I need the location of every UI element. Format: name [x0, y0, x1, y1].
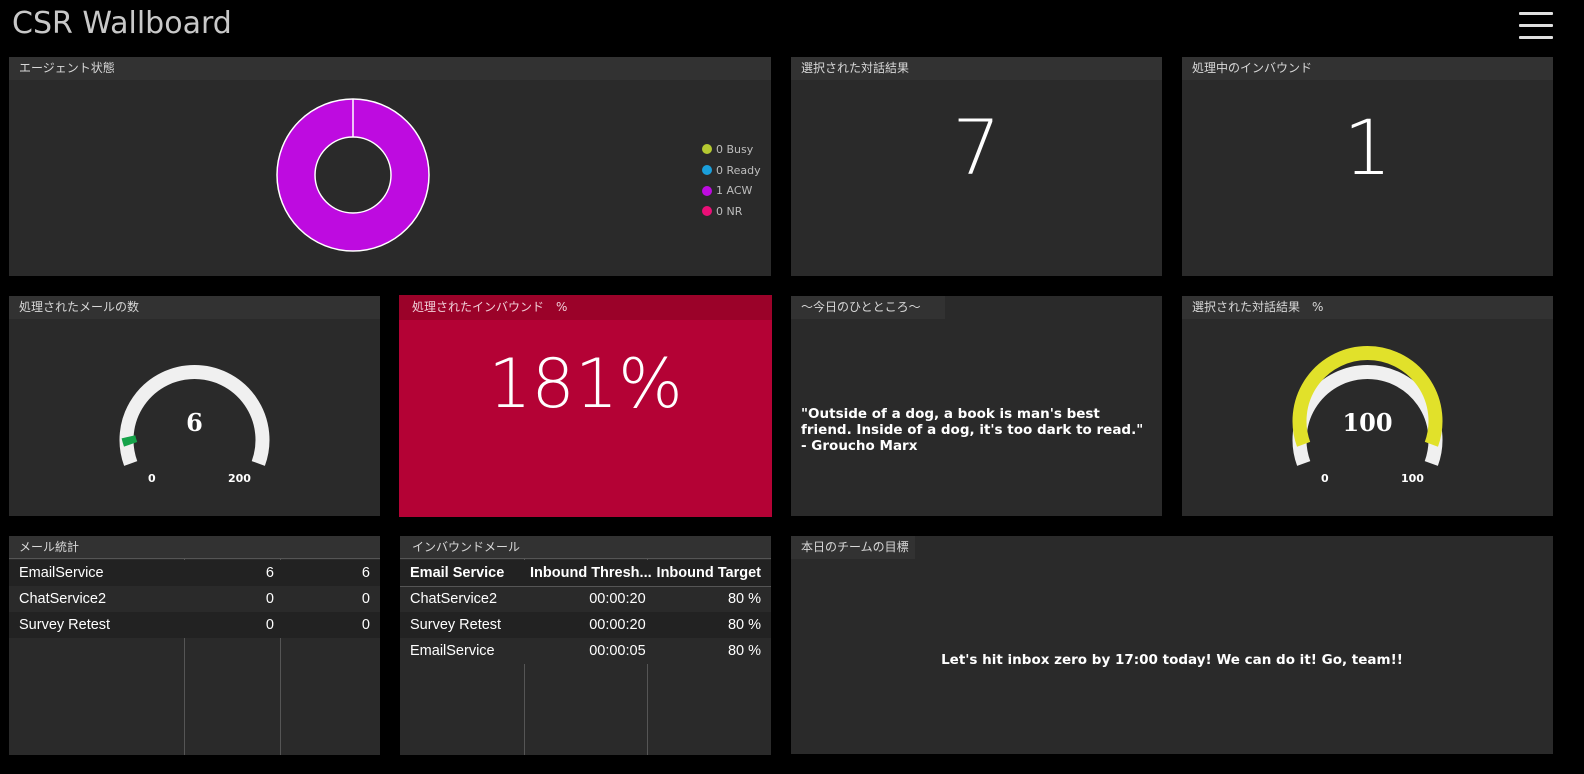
- table-cell: 0: [265, 591, 274, 607]
- tile-title: 〜今日のひとところ〜: [791, 296, 945, 319]
- gauge-value: 6: [186, 408, 203, 437]
- table-cell: 00:00:20: [589, 617, 646, 633]
- table-cell: 00:00:20: [589, 591, 646, 608]
- gauge-value: 100: [1342, 408, 1393, 437]
- gauge-max-label: 100: [1401, 472, 1424, 485]
- agent-status-legend: 0 Busy 0 Ready 1 ACW 0 NR: [702, 139, 761, 222]
- column-header[interactable]: Inbound Thresh...: [530, 564, 652, 581]
- selected-results-pct-gauge: [1292, 346, 1443, 466]
- agent-status-donut-chart: [276, 98, 430, 252]
- legend-label: 1 ACW: [716, 184, 753, 198]
- table-row[interactable]: Survey Retest 0 0: [9, 612, 380, 638]
- table-row[interactable]: ChatService2 00:00:20 80 %: [400, 586, 771, 612]
- column-header[interactable]: Email Service: [410, 564, 505, 581]
- table-cell: 00:00:05: [589, 643, 646, 659]
- table-cell: EmailService: [19, 565, 104, 581]
- tile-title: 選択された対話結果 %: [1182, 296, 1553, 319]
- gauge-fill: [121, 435, 138, 447]
- tile-title: エージェント状態: [9, 57, 771, 80]
- table-cell: 0: [361, 591, 370, 607]
- tile-title: 処理されたメールの数: [9, 296, 380, 319]
- tile-title: 処理中のインバウンド: [1182, 57, 1553, 80]
- tile-title: 処理されたインバウンド %: [399, 295, 772, 320]
- table-cell: ChatService2: [19, 591, 107, 607]
- table-cell: ChatService2: [410, 591, 498, 608]
- inbound-mail-table: Email Service Inbound Thresh... Inbound …: [400, 560, 771, 664]
- legend-label: 0 NR: [716, 204, 743, 218]
- table-cell: 0: [361, 617, 370, 633]
- column-divider: [647, 559, 648, 755]
- table-row[interactable]: EmailService 00:00:05 80 %: [400, 638, 771, 664]
- legend-label: 0 Ready: [716, 163, 761, 177]
- gauge-track: [119, 365, 270, 466]
- column-header[interactable]: Inbound Target: [656, 564, 761, 581]
- table-cell: Survey Retest: [410, 617, 502, 633]
- column-divider: [524, 559, 525, 755]
- tile-title: 本日のチームの目標: [791, 536, 915, 559]
- selected-results-tile: 選択された対話結果 7: [791, 57, 1162, 276]
- agent-status-tile: エージェント状態: [9, 57, 771, 276]
- mail-stats-table: EmailService 6 6 ChatService2 0 0 Survey Retes…: [9, 560, 380, 638]
- inbound-processed-pct-tile: 処理されたインバウンド % 181%: [399, 295, 772, 517]
- gauge-min-label: 0: [1321, 472, 1329, 485]
- table-row[interactable]: Survey Retest 00:00:20 80 %: [400, 612, 771, 638]
- gauge-fill: [1292, 346, 1443, 447]
- table-cell: 80 %: [727, 591, 761, 608]
- gauge-max-label: 200: [228, 472, 251, 485]
- emails-processed-gauge: [119, 365, 270, 466]
- legend-item-ready[interactable]: 0 Ready: [702, 160, 761, 181]
- donut-inner-border: [314, 136, 392, 214]
- emails-processed-tile: 処理されたメールの数 6 0 200: [9, 296, 380, 516]
- table-cell: EmailService: [410, 643, 495, 659]
- tile-title: メール統計: [9, 536, 380, 559]
- mail-stats-tile: メール統計 EmailService 6 6 ChatService2 0 0 Survey…: [9, 536, 380, 755]
- hamburger-menu-icon[interactable]: [1519, 12, 1553, 40]
- column-divider: [280, 559, 281, 755]
- tile-title: インバウンドメール: [400, 536, 771, 559]
- table-row[interactable]: EmailService 6 6: [9, 560, 380, 586]
- legend-dot: [702, 206, 712, 217]
- column-divider: [184, 559, 185, 755]
- legend-dot: [702, 185, 712, 196]
- legend-label: 0 Busy: [716, 142, 754, 156]
- table-cell: 6: [265, 565, 274, 581]
- legend-item-nr[interactable]: 0 NR: [702, 201, 761, 222]
- team-goal-tile: 本日のチームの目標 Let's hit inbox zero by 17:00 …: [791, 536, 1553, 754]
- table-cell: 0: [265, 617, 274, 633]
- team-goal-text: Let's hit inbox zero by 17:00 today! We …: [941, 652, 1403, 668]
- app-title: CSR Wallboard: [12, 6, 232, 41]
- table-cell: Survey Retest: [19, 617, 111, 633]
- selected-results-value: 7: [952, 103, 1001, 192]
- legend-dot: [702, 165, 712, 176]
- table-cell: 80 %: [727, 643, 761, 659]
- table-cell: 80 %: [727, 617, 761, 633]
- inbound-mail-tile: インバウンドメール Email Service Inbound Thresh..…: [400, 536, 771, 755]
- selected-results-pct-tile: 選択された対話結果 % 100 0 100: [1182, 296, 1553, 516]
- table-cell: 6: [361, 565, 370, 581]
- inbound-processed-pct-value: 181%: [488, 345, 683, 424]
- gauge-min-label: 0: [148, 472, 156, 485]
- quote-text: "Outside of a dog, a book is man's best …: [801, 406, 1144, 454]
- legend-item-acw[interactable]: 1 ACW: [702, 180, 761, 201]
- quote-tile: 〜今日のひとところ〜 "Outside of a dog, a book is …: [791, 296, 1162, 516]
- tile-title: 選択された対話結果: [791, 57, 1162, 80]
- table-row[interactable]: ChatService2 0 0: [9, 586, 380, 612]
- legend-item-busy[interactable]: 0 Busy: [702, 139, 761, 160]
- legend-dot: [702, 144, 712, 155]
- inbound-in-progress-value: 1: [1343, 103, 1392, 192]
- inbound-in-progress-tile: 処理中のインバウンド 1: [1182, 57, 1553, 276]
